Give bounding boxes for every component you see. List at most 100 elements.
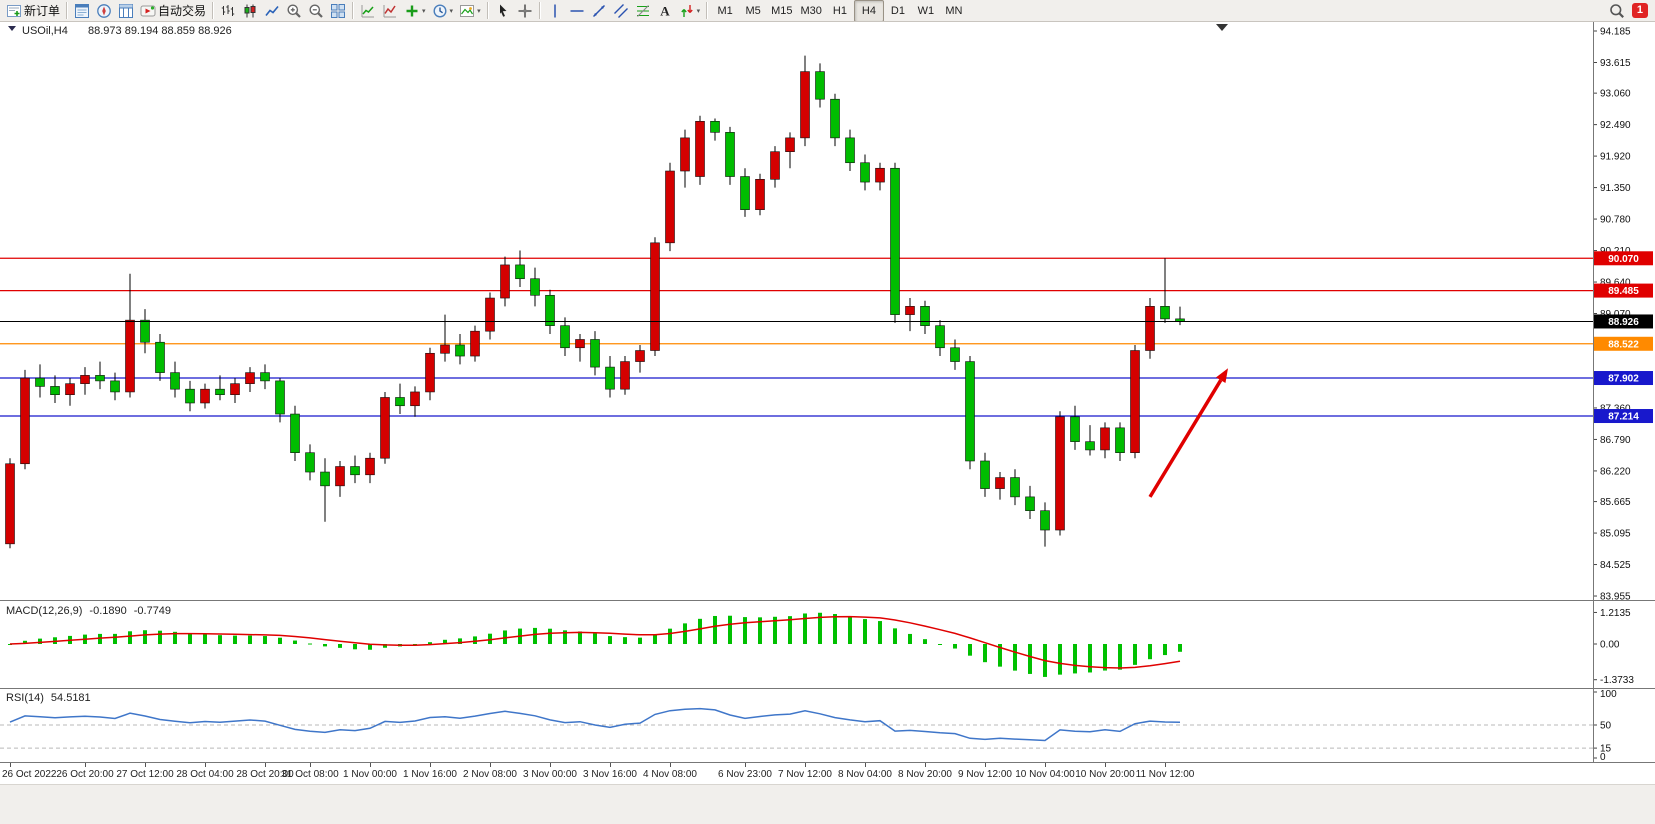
fibo-icon [636,4,649,17]
rsi-tick-label: 50 [1600,721,1612,732]
time-axis[interactable]: 26 Oct 2022 26 Oct 20:00 27 Oct 12:00 28 Oc… [0,762,1655,784]
time-tick [1165,763,1166,767]
candlestick-chart-button[interactable] [239,1,261,21]
hline-icon [570,9,584,12]
indicator-list-button[interactable] [379,1,401,21]
arrows-button[interactable]: ▾ [676,1,704,21]
timeframe-h4-button-label: H4 [861,4,876,17]
new-order-button[interactable]: 新订单 [3,1,63,21]
price-badge [1594,314,1653,329]
timeframe-m15-button[interactable]: M15 [767,1,796,21]
rsi-value: 54.5181 [51,692,91,704]
horizontal-line-button[interactable] [566,1,588,21]
time-label: 8 Nov 04:00 [838,769,892,780]
time-tick [805,763,806,767]
bottom-strip [0,784,1655,824]
one-click-trading-toggle-icon[interactable] [8,26,16,31]
price-badge [1594,251,1653,266]
time-tick [310,763,311,767]
search-button[interactable] [1606,1,1628,21]
price-tick-label: 83.955 [1600,592,1631,600]
autotrading-button-label: 自动交易 [158,4,207,18]
data-window-button[interactable] [115,1,137,21]
price-tick-label: 86.790 [1600,435,1631,446]
timeframe-w1-button[interactable]: W1 [912,1,940,21]
timeframe-mn-button[interactable]: MN [940,1,968,21]
vertical-line-button[interactable] [544,1,566,21]
toolbar-separator [486,2,489,19]
zoom-out-icon [309,4,323,18]
price-axis[interactable]: 94.185 93.615 93.060 92.490 91.920 91.350 90.7… [1593,27,1631,600]
macd-signal-line [9,615,1181,669]
price-tick-label: 85.095 [1600,529,1631,540]
time-tick [865,763,866,767]
macd-tick-label: -1.3733 [1600,675,1634,686]
macd-tick-label: 1.2135 [1600,608,1631,619]
trendline-button[interactable] [588,1,610,21]
dropdown-caret-icon: ▾ [696,7,701,15]
market-watch-button[interactable] [71,1,93,21]
crosshair-button[interactable] [514,1,536,21]
time-label: 27 Oct 12:00 [116,769,174,780]
channel-icon [613,3,628,18]
arrow-annotation[interactable] [1148,368,1228,498]
tile-windows-icon [331,3,346,18]
time-label: 1 Nov 00:00 [343,769,397,780]
time-label: 26 Oct 20:00 [56,769,114,780]
price-tick-label: 87.360 [1600,403,1631,414]
text-label-button[interactable]: A [654,1,676,21]
time-tick [145,763,146,767]
fibonacci-button[interactable] [632,1,654,21]
time-tick [610,763,611,767]
price-badge-label: 90.070 [1608,254,1639,265]
time-tick [10,763,11,767]
channel-button[interactable] [610,1,632,21]
notification-badge[interactable]: 1 [1631,3,1648,18]
line-chart-button[interactable] [261,1,283,21]
chart-shift-marker[interactable] [1216,24,1228,31]
line-chart-icon [265,5,279,16]
templates-button[interactable]: ▾ [456,1,484,21]
timeframe-m30-button[interactable]: M30 [797,1,826,21]
tile-windows-button[interactable] [327,1,349,21]
cursor-button[interactable] [492,1,514,21]
time-label: 7 Nov 12:00 [778,769,832,780]
time-tick [550,763,551,767]
price-badge [1594,336,1653,351]
timeframe-m15-button-label: M15 [771,4,793,17]
zoom-in-button[interactable] [283,1,305,21]
time-label: 11 Nov 12:00 [1135,769,1195,780]
zoom-in-icon [287,4,301,18]
indicators-button[interactable] [357,1,379,21]
macd-indicator-panel[interactable]: MACD(12,26,9) -0.1890 -0.7749 1.2135 0.00 -1… [0,600,1655,688]
toolbar-separator [538,2,541,19]
price-tick-label: 86.220 [1600,466,1631,477]
new-order-button-label: 新订单 [24,4,61,18]
rsi-indicator-panel[interactable]: RSI(14) 54.5181 100 50 150 [0,688,1655,762]
timeframe-m5-button[interactable]: M5 [739,1,767,21]
timeframe-d1-button[interactable]: D1 [884,1,912,21]
navigator-button[interactable] [93,1,115,21]
timeframe-h1-button[interactable]: H1 [826,1,854,21]
periods-button[interactable]: ▾ [429,1,457,21]
timeframe-m1-button[interactable]: M1 [711,1,739,21]
timeframe-m1-button-label: M1 [717,4,733,17]
market-watch-icon [75,3,90,18]
svg-text:RSI(14)54.5181: RSI(14) 54.5181 [6,692,91,704]
timeframe-h4-button[interactable]: H4 [853,0,884,21]
price-badge [1594,409,1653,424]
time-tick [85,763,86,767]
zoom-out-button[interactable] [305,1,327,21]
toolbar-separator [352,2,355,19]
symbol-timeframe-label: USOil,H4 [22,25,68,37]
macd-histogram [8,612,1182,677]
add-indicator-button[interactable]: ▾ [401,1,429,21]
autotrading-button[interactable]: 自动交易 [137,1,209,21]
price-badge [1594,371,1653,386]
rsi-tick-label: 100 [1600,689,1617,700]
main-price-chart[interactable]: USOil,H4 88.973 89.194 88.859 88.926 94.… [0,22,1655,600]
new-order-icon [7,4,21,17]
bar-chart-button[interactable] [217,1,239,21]
macd-tick-label: 0.00 [1600,640,1620,651]
clock-icon [433,3,447,18]
